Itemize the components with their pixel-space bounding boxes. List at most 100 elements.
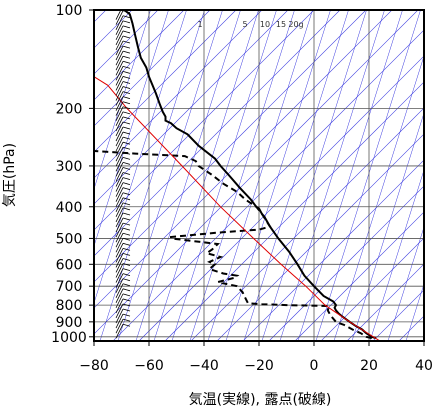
wind-barb [115,247,131,263]
barb-staff [115,303,124,319]
diagonal-line [398,315,424,341]
diagonal-line [0,0,170,412]
barb-staff [115,162,124,177]
barb-staff [115,142,124,157]
barb-staff [115,258,124,273]
wind-barb [115,45,131,61]
barb-flag [122,268,131,271]
diagonal-line [268,185,424,341]
wind-barb [115,10,122,20]
y-tick-label: 800 [56,298,83,314]
barb-flag [122,86,131,89]
barb-flag [122,197,131,201]
barb-flag [122,151,131,155]
barb-flag [122,20,131,24]
barb-staff [115,313,124,329]
barb-staff [115,167,124,182]
wind-barb [115,25,131,41]
barb-staff [115,96,124,111]
barb-staff [115,61,124,76]
wind-barb [115,141,131,157]
wind-barb [115,298,131,314]
mixing-ratio-line [405,283,424,341]
wind-barb [115,131,131,147]
mixing-ratio-line [243,10,349,341]
barb-flag [122,81,131,84]
barb-flag [122,172,131,175]
barb-flag [122,121,131,125]
barb-flag [122,146,131,150]
barb-flag [122,45,131,49]
mixing-ratio-line [225,10,331,341]
y-tick-label: 100 [56,3,83,19]
wind-barb [115,273,131,288]
barb-staff [115,248,124,263]
barb-staff [115,233,124,248]
barb-flag [122,111,131,115]
barb-staff [115,293,124,309]
mixing-ratio-label: 1 [197,20,202,29]
barb-flag [122,258,131,261]
barb-staff [115,35,124,51]
wind-barb [115,237,131,253]
mixing-ratio-line [117,10,223,341]
barb-flag [122,222,131,226]
barb-flag [122,25,131,29]
barb-flag [122,126,131,130]
barb-staff [115,101,124,116]
x-tick-label: −60 [134,358,164,374]
barb-staff [115,147,124,162]
y-tick-label: 600 [56,257,83,273]
barb-staff [115,222,124,238]
mixing-ratio-line [135,10,241,341]
barb-flag [122,288,131,292]
barb-flag [122,217,131,221]
wind-barb [115,30,131,46]
barb-staff [115,278,124,293]
barb-flag [122,273,131,277]
barb-flag [122,91,131,95]
wind-barb [115,20,131,36]
y-tick-label: 700 [56,279,83,295]
barb-flag [122,202,131,206]
diagonal-line [346,263,424,341]
wind-barb [115,101,131,116]
barb-staff [115,283,124,298]
barb-staff [115,56,124,71]
barb-flag [122,237,131,241]
barb-staff [115,268,124,283]
mixing-ratio-line [207,10,313,341]
barb-staff [115,66,124,81]
barb-staff [115,152,124,167]
wind-barb [115,197,131,212]
barb-flag [122,136,131,140]
wind-barb [115,106,131,121]
wind-barb [115,151,131,167]
barb-staff [115,81,124,96]
wind-barb [115,217,131,233]
barb-flag [122,96,131,100]
barb-staff [115,86,124,101]
barb-flag [122,65,131,69]
barb-flag [122,141,131,145]
reference-line [94,76,381,341]
mixing-ratio-line [153,10,259,341]
diagonal-line [372,289,424,341]
barb-staff [115,157,124,172]
barb-flag [122,293,131,297]
barb-staff [115,207,124,223]
wind-barb [115,313,131,329]
mixing-ratio-line [351,112,424,341]
barb-staff [115,71,124,86]
mixing-ratio-line [99,10,205,341]
wind-barb [115,303,131,319]
barb-flag [122,76,131,79]
diagonal-line [320,237,424,341]
barb-flag [122,116,131,120]
wind-barb [115,288,131,304]
mixing-ratio-line [423,340,424,341]
barb-staff [115,15,124,30]
barb-staff [115,253,124,268]
diagonal-line [94,10,419,335]
mixing-ratio-label: 5 [242,20,247,29]
